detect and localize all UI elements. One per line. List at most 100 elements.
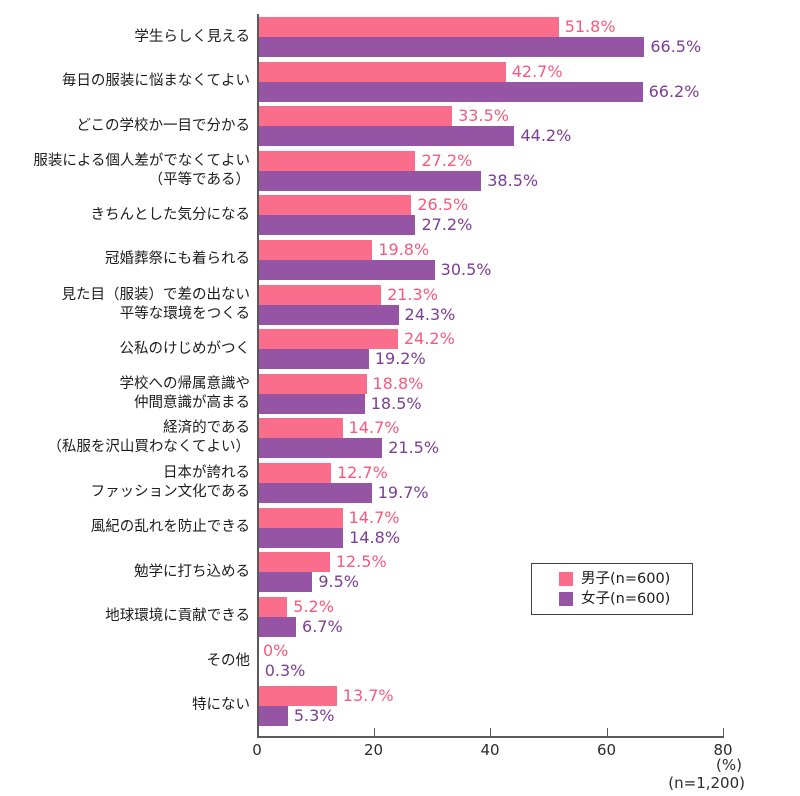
bar-line-female: 6.7% [257,616,723,637]
x-axis-tick-label: 40 [480,741,500,759]
value-label-male: 18.8% [372,373,424,393]
category-label: その他 [206,652,251,669]
chart-row: 経済的である （私服を沢山買わなくてよい） 14.7% 21.5% [0,418,800,459]
chart-row: 服装による個人差がでなくてよい （平等である） 27.2% 38.5% [0,150,800,191]
x-axis-tick-label: 0 [252,741,262,759]
legend-item-female: 女子(n=600) [559,591,692,608]
chart-row: 冠婚葬祭にも着られる 19.8% 30.5% [0,239,800,280]
value-label-male: 14.7% [348,507,400,527]
bar-group: 42.7% 66.2% [257,61,723,102]
bar-line-male: 51.8% [257,17,723,37]
value-label-female: 38.5% [487,170,539,190]
value-label-male: 21.3% [387,284,438,304]
category-label: 勉学に打ち込める [134,563,250,580]
value-label-male: 24.2% [403,329,455,349]
category-label: 経済的である （私服を沢山買わなくてよい） [47,420,250,456]
bar-group: 51.8% 66.5% [257,17,723,57]
category-label: どこの学校か一目で分かる [76,117,250,134]
legend-swatch-male-icon [559,572,573,586]
bar-female [257,126,515,147]
bar-line-male: 33.5% [257,106,723,127]
chart-row: 公私のけじめがつく 24.2% 19.2% [0,329,800,370]
bar-line-male: 42.7% [257,61,723,82]
chart-row: 日本が誇れる ファッション文化である 12.7% 19.7% [0,462,800,503]
value-label-male: 19.8% [378,239,430,259]
y-axis-line [257,14,259,737]
bar-male [257,239,373,260]
bar-female [257,616,297,637]
bar-group: 5.2% 6.7% [257,596,723,637]
bar-female [257,81,643,102]
bar-female [257,170,482,191]
value-label-female: 21.5% [388,438,440,458]
bar-group: 0% 0.3% [257,641,723,682]
chart-row: 風紀の乱れを防止できる 14.7% 14.8% [0,507,800,548]
bar-female [257,527,344,548]
bar-line-female: 21.5% [257,438,723,459]
bar-female [257,705,288,726]
bar-female [257,215,416,236]
category-label: 服装による個人差がでなくてよい （平等である） [33,152,250,188]
bar-male [257,552,330,573]
value-label-male: 5.2% [293,596,334,616]
bar-line-male: 27.2% [257,150,723,171]
bar-group: 14.7% 14.8% [257,507,723,548]
value-label-female: 27.2% [421,215,473,235]
bar-line-male: 12.5% [257,552,723,573]
bar-group: 12.5% 9.5% [257,552,723,593]
bar-line-female: 18.5% [257,393,723,414]
bar-line-female: 24.3% [257,304,723,325]
value-label-male: 12.5% [335,552,387,572]
bar-male [257,596,288,617]
bar-male [257,418,343,439]
bar-line-male: 14.7% [257,418,723,439]
sample-size-label: (n=1,200) [668,774,745,792]
percent-unit-label: (%) [716,756,742,774]
value-label-male: 13.7% [342,685,394,705]
bar-group: 19.8% 30.5% [257,239,723,280]
value-label-female: 19.2% [374,349,426,369]
legend-item-male: 男子(n=600) [559,571,692,588]
bar-male [257,106,453,127]
bar-group: 24.2% 19.2% [257,329,723,370]
bar-line-female: 66.2% [257,81,723,102]
x-axis-tick-label: 60 [596,741,617,759]
chart-row: きちんとした気分になる 26.5% 27.2% [0,195,800,236]
chart-row: 見た目（服装）で差の出ない 平等な環境をつくる 21.3% 24.3% [0,284,800,325]
bar-line-male: 26.5% [257,195,723,216]
bar-female [257,349,369,370]
bar-line-male: 24.2% [257,329,723,350]
bar-male [257,329,398,350]
category-label: 学生らしく見える [134,28,250,45]
bar-line-male: 21.3% [257,284,723,305]
bar-line-female: 14.8% [257,527,723,548]
category-label: きちんとした気分になる [90,206,251,223]
bar-line-female: 66.5% [257,37,723,57]
value-label-male: 0% [263,641,289,661]
x-axis-tick [723,728,725,736]
chart-row: 勉学に打ち込める 12.5% 9.5% [0,552,800,593]
legend-label-female: 女子(n=600) [581,590,671,607]
bar-line-male: 0% [257,641,723,661]
value-label-male: 14.7% [348,418,400,438]
rows: 学生らしく見える 51.8% 66.5% 毎日の服装に悩まなくてよい 42.7%… [0,17,800,731]
value-label-female: 0.3% [264,661,306,681]
bar-male [257,150,416,171]
bar-female [257,482,372,503]
bar-male [257,17,559,37]
bar-line-female: 19.7% [257,482,723,503]
bar-group: 14.7% 21.5% [257,418,723,459]
bar-line-female: 44.2% [257,126,723,147]
x-axis-tick-label: 20 [363,741,384,759]
category-label: 特にない [192,697,250,714]
bar-group: 26.5% 27.2% [257,195,723,236]
bar-line-male: 13.7% [257,685,723,706]
value-label-female: 18.5% [370,393,422,413]
bar-female [257,572,313,593]
category-label: 見た目（服装）で差の出ない 平等な環境をつくる [61,286,251,322]
value-label-female: 9.5% [318,572,359,592]
bar-line-male: 19.8% [257,239,723,260]
legend-swatch-female-icon [559,592,573,606]
value-label-male: 26.5% [417,195,469,215]
